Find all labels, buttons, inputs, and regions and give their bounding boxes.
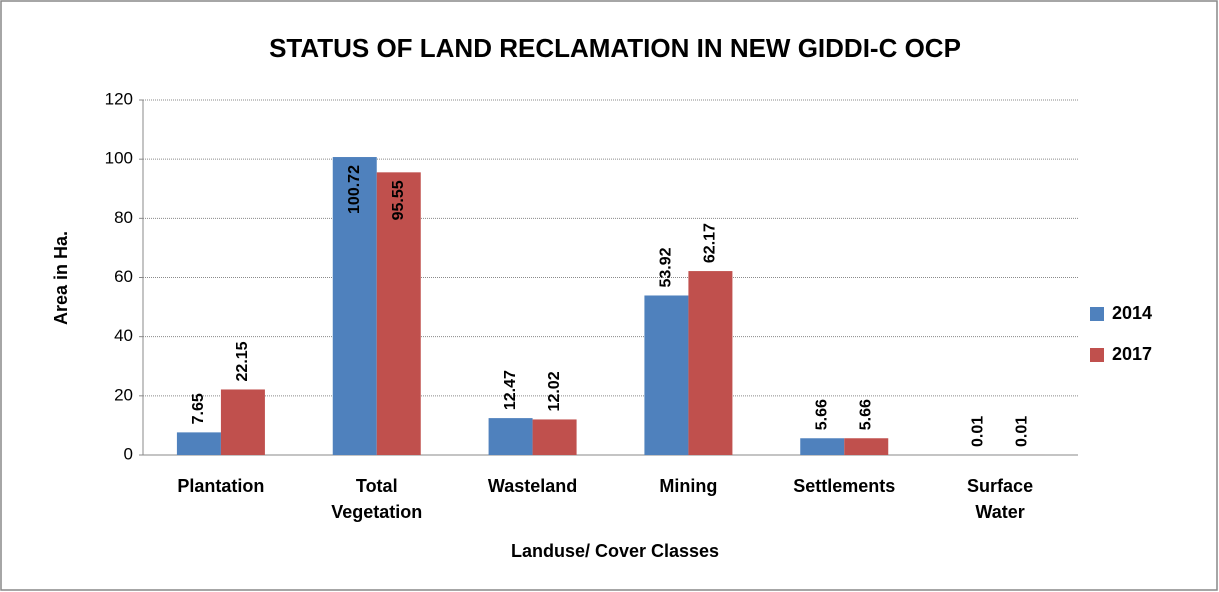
x-tick-label: Surface Water bbox=[967, 476, 1033, 522]
legend-swatch bbox=[1090, 348, 1104, 362]
x-tick-label: Plantation bbox=[177, 476, 264, 496]
y-tick-label: 40 bbox=[114, 326, 133, 345]
y-tick-label: 60 bbox=[114, 267, 133, 286]
x-axis-title: Landuse/ Cover Classes bbox=[511, 541, 719, 561]
bar bbox=[332, 157, 377, 455]
bar bbox=[376, 172, 421, 456]
y-tick-label: 20 bbox=[114, 385, 133, 404]
bar bbox=[532, 419, 577, 455]
bar bbox=[176, 432, 221, 455]
y-axis-title: Area in Ha. bbox=[51, 231, 71, 325]
chart-title: STATUS OF LAND RECLAMATION IN NEW GIDDI-… bbox=[269, 33, 961, 63]
x-tick-label: Settlements bbox=[793, 476, 895, 496]
x-tick-label: Mining bbox=[659, 476, 717, 496]
legend-label: 2017 bbox=[1112, 344, 1152, 364]
value-label: 7.65 bbox=[190, 393, 207, 424]
legend-swatch bbox=[1090, 307, 1104, 321]
bar bbox=[844, 438, 889, 455]
legend-label: 2014 bbox=[1112, 303, 1152, 323]
bar bbox=[644, 295, 689, 455]
value-label: 12.02 bbox=[546, 371, 563, 411]
value-label: 12.47 bbox=[502, 370, 519, 410]
value-label: 0.01 bbox=[969, 416, 986, 447]
value-label: 95.55 bbox=[390, 180, 407, 220]
value-label: 22.15 bbox=[234, 341, 251, 381]
bar bbox=[800, 438, 845, 455]
x-tick-label: Total Vegetation bbox=[331, 476, 422, 522]
value-label: 62.17 bbox=[702, 223, 719, 263]
y-tick-label: 120 bbox=[105, 89, 133, 108]
bar bbox=[220, 389, 265, 455]
value-label: 100.72 bbox=[346, 165, 363, 214]
bar bbox=[688, 271, 733, 455]
value-label: 53.92 bbox=[658, 247, 675, 287]
y-tick-label: 80 bbox=[114, 208, 133, 227]
bar bbox=[488, 418, 533, 455]
value-label: 0.01 bbox=[1013, 416, 1030, 447]
y-tick-label: 0 bbox=[124, 444, 133, 463]
value-label: 5.66 bbox=[857, 399, 874, 430]
y-tick-label: 100 bbox=[105, 149, 133, 168]
value-label: 5.66 bbox=[813, 399, 830, 430]
x-tick-label: Wasteland bbox=[488, 476, 577, 496]
